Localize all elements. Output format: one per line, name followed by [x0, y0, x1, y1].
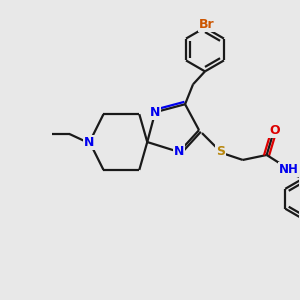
Text: O: O: [269, 124, 280, 136]
Text: N: N: [84, 136, 95, 148]
Text: N: N: [174, 146, 184, 158]
Text: NH: NH: [279, 164, 298, 176]
Text: N: N: [150, 106, 160, 119]
Text: S: S: [216, 146, 225, 158]
Text: Br: Br: [199, 18, 215, 31]
